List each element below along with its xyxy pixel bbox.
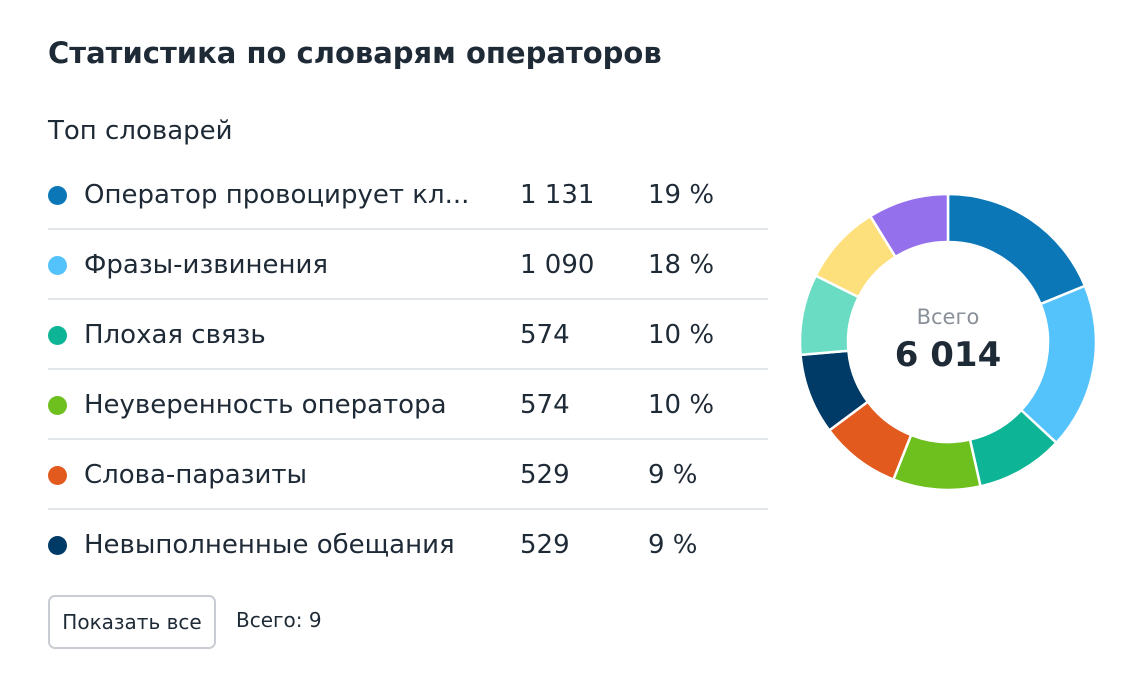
list-item: Оператор провоцирует кл... 1 131 19 % (48, 160, 768, 230)
section-title: Топ словарей (48, 116, 233, 146)
list-item: Невыполненные обещания 529 9 % (48, 510, 768, 580)
dictionary-count: 1 090 (520, 250, 595, 280)
dictionary-count: 529 (520, 530, 570, 560)
list-item: Неуверенность оператора 574 10 % (48, 370, 768, 440)
dictionary-count: 529 (520, 460, 570, 490)
dictionary-count: 1 131 (520, 180, 595, 210)
dictionary-percent: 9 % (648, 530, 698, 560)
legend-dot (48, 396, 67, 415)
donut-slices (798, 192, 1098, 492)
dictionary-percent: 10 % (648, 390, 715, 420)
dictionary-name: Невыполненные обещания (84, 530, 455, 560)
dictionary-name: Неуверенность оператора (84, 390, 447, 420)
dictionary-name: Оператор провоцирует кл... (84, 180, 470, 210)
donut-center-value: 6 014 (895, 335, 1001, 375)
donut-center-label: Всего (917, 305, 980, 329)
legend-dot (48, 536, 67, 555)
dictionary-count: 574 (520, 320, 570, 350)
dictionary-name: Плохая связь (84, 320, 266, 350)
show-all-button[interactable]: Показать все (48, 595, 216, 649)
dictionary-list: Оператор провоцирует кл... 1 131 19 % Фр… (48, 160, 768, 580)
dictionary-percent: 10 % (648, 320, 715, 350)
donut-chart: Всего 6 014 (798, 192, 1098, 492)
dictionary-name: Фразы-извинения (84, 250, 329, 280)
list-item: Слова-паразиты 529 9 % (48, 440, 768, 510)
legend-dot (48, 256, 67, 275)
list-item: Фразы-извинения 1 090 18 % (48, 230, 768, 300)
donut-slice (869, 192, 950, 259)
dictionary-percent: 19 % (648, 180, 715, 210)
legend-dot (48, 466, 67, 485)
legend-dot (48, 186, 67, 205)
dictionary-count: 574 (520, 390, 570, 420)
dictionary-name: Слова-паразиты (84, 460, 308, 490)
list-item: Плохая связь 574 10 % (48, 300, 768, 370)
dictionary-percent: 18 % (648, 250, 715, 280)
legend-dot (48, 326, 67, 345)
card-title: Статистика по словарям операторов (48, 36, 662, 70)
dictionary-percent: 9 % (648, 460, 698, 490)
total-count: Всего: 9 (236, 608, 322, 632)
donut-slice (946, 192, 1087, 306)
